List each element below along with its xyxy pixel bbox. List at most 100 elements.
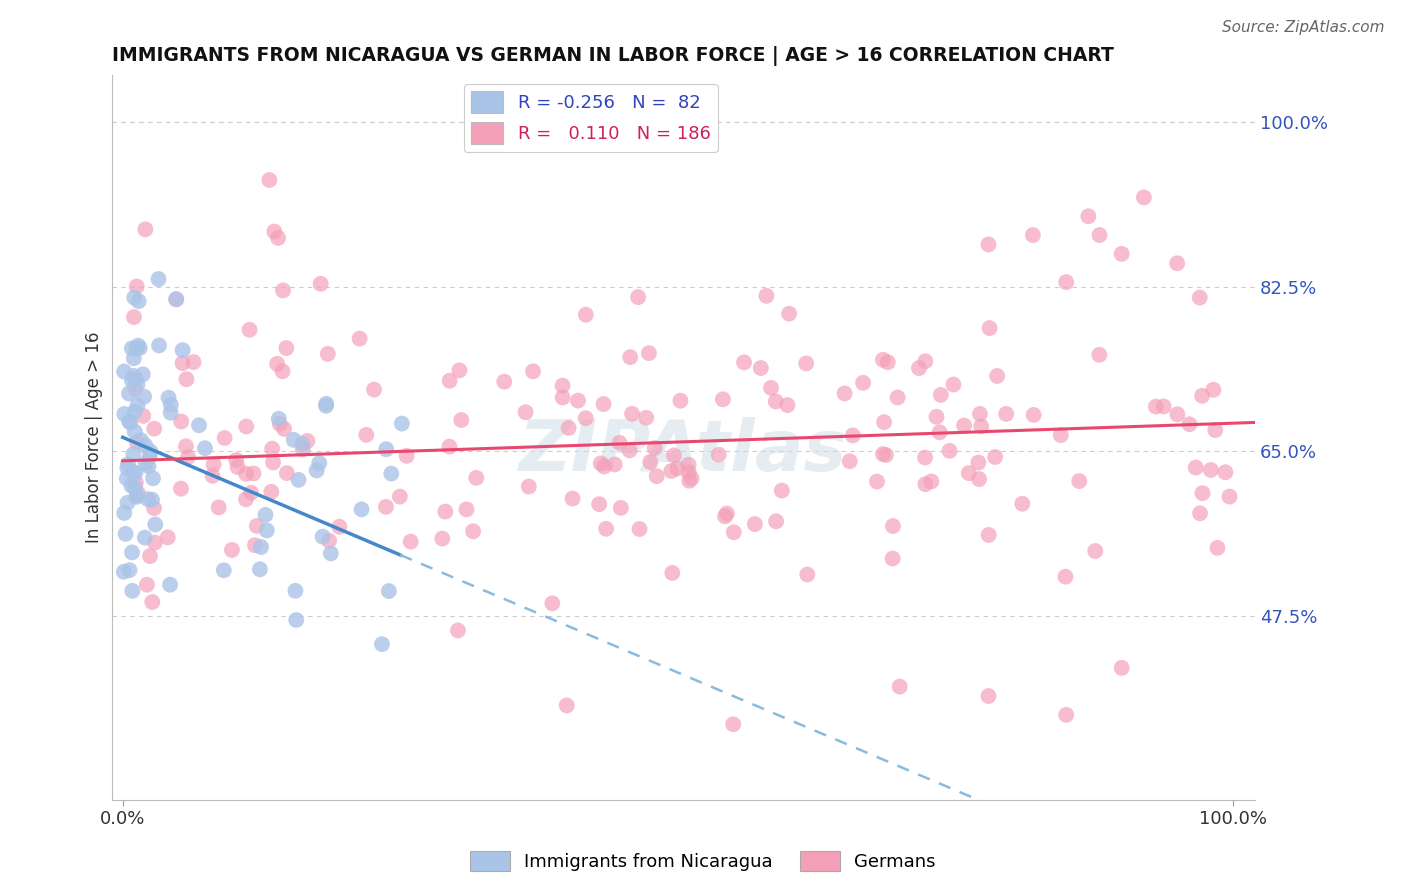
Point — [1022, 408, 1045, 422]
Point — [619, 443, 641, 458]
Point — [678, 474, 700, 488]
Point — [970, 419, 993, 434]
Point — [889, 680, 911, 694]
Point — [132, 368, 155, 382]
Point — [449, 363, 471, 377]
Point — [157, 391, 180, 405]
Text: Source: ZipAtlas.com: Source: ZipAtlas.com — [1222, 20, 1385, 35]
Point — [238, 323, 260, 337]
Point — [967, 472, 990, 486]
Point — [957, 466, 980, 480]
Text: IMMIGRANTS FROM NICARAGUA VS GERMAN IN LABOR FORCE | AGE > 16 CORRELATION CHART: IMMIGRANTS FROM NICARAGUA VS GERMAN IN L… — [111, 46, 1114, 66]
Point — [375, 500, 398, 514]
Point — [363, 383, 385, 397]
Point — [235, 492, 257, 507]
Point — [316, 347, 339, 361]
Point — [842, 428, 865, 442]
Point — [134, 531, 156, 545]
Point — [669, 393, 692, 408]
Point — [284, 583, 307, 598]
Point — [872, 352, 894, 367]
Point — [873, 415, 896, 429]
Point — [707, 448, 730, 462]
Point — [977, 689, 1000, 703]
Point — [142, 471, 165, 485]
Point — [770, 483, 793, 498]
Point — [588, 497, 610, 511]
Point — [1077, 209, 1099, 223]
Point — [254, 508, 277, 522]
Point — [124, 383, 146, 397]
Point — [240, 485, 263, 500]
Point — [176, 372, 198, 386]
Point — [979, 321, 1001, 335]
Point — [515, 405, 537, 419]
Point — [882, 519, 904, 533]
Point — [644, 441, 666, 455]
Point — [928, 425, 950, 440]
Point — [127, 338, 149, 352]
Point — [291, 442, 314, 457]
Point — [156, 530, 179, 544]
Point — [595, 522, 617, 536]
Point — [208, 500, 231, 515]
Point — [1202, 383, 1225, 397]
Point — [995, 407, 1018, 421]
Point — [235, 467, 257, 481]
Point — [609, 435, 631, 450]
Point — [148, 338, 170, 352]
Point — [273, 422, 295, 436]
Point — [716, 507, 738, 521]
Point — [1191, 389, 1213, 403]
Legend: Immigrants from Nicaragua, Germans: Immigrants from Nicaragua, Germans — [463, 844, 943, 879]
Point — [1188, 291, 1211, 305]
Point — [711, 392, 734, 407]
Point — [1088, 348, 1111, 362]
Point — [259, 173, 281, 187]
Point — [866, 475, 889, 489]
Point — [139, 444, 162, 458]
Point — [984, 450, 1007, 464]
Point — [380, 467, 402, 481]
Point — [118, 414, 141, 428]
Point — [243, 538, 266, 552]
Point — [124, 481, 146, 495]
Point — [139, 549, 162, 563]
Point — [551, 378, 574, 392]
Point — [318, 533, 340, 548]
Point — [125, 475, 148, 490]
Point — [592, 397, 614, 411]
Point — [143, 422, 166, 436]
Point — [876, 355, 898, 369]
Point — [977, 528, 1000, 542]
Point — [159, 406, 181, 420]
Point — [1166, 408, 1188, 422]
Point — [1199, 463, 1222, 477]
Point — [661, 464, 683, 478]
Point — [114, 526, 136, 541]
Point — [115, 471, 138, 485]
Text: ZIPAtlas: ZIPAtlas — [519, 417, 848, 486]
Point — [121, 342, 143, 356]
Point — [128, 341, 150, 355]
Point — [134, 456, 156, 470]
Point — [666, 461, 689, 475]
Point — [439, 440, 461, 454]
Point — [138, 459, 160, 474]
Point — [143, 535, 166, 549]
Point — [183, 355, 205, 369]
Point — [256, 524, 278, 538]
Point — [661, 566, 683, 580]
Point — [124, 466, 146, 480]
Point — [1088, 228, 1111, 243]
Point — [755, 289, 778, 303]
Point — [143, 517, 166, 532]
Point — [287, 473, 309, 487]
Point — [914, 354, 936, 368]
Point — [250, 540, 273, 554]
Point — [170, 482, 193, 496]
Point — [249, 562, 271, 576]
Point — [765, 394, 787, 409]
Point — [276, 466, 298, 480]
Point — [308, 456, 330, 470]
